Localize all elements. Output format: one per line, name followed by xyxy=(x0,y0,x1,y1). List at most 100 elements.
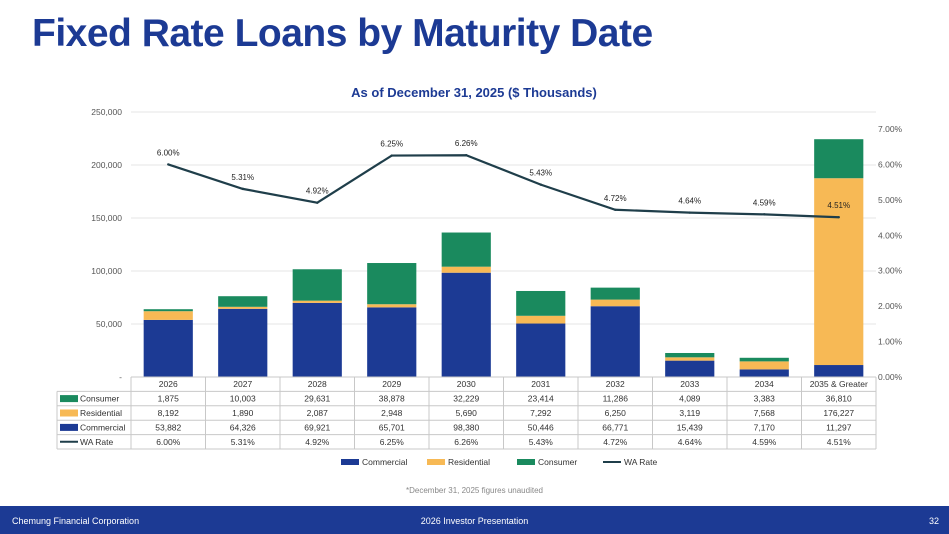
legend-label: Commercial xyxy=(362,457,407,467)
wa-rate-point xyxy=(167,163,170,166)
table-header-category: 2028 xyxy=(308,379,327,389)
bar-consumer xyxy=(218,296,268,307)
y-right-tick-label: 5.00% xyxy=(878,195,903,205)
y-left-tick-label: 150,000 xyxy=(91,213,122,223)
table-cell: 2,087 xyxy=(307,408,329,418)
legend-label: Residential xyxy=(448,457,490,467)
wa-rate-data-label: 5.31% xyxy=(231,173,254,182)
y-right-tick-label: 0.00% xyxy=(878,372,903,382)
table-cell: 98,380 xyxy=(453,422,479,432)
table-cell: 6,250 xyxy=(605,408,627,418)
footer-company: Chemung Financial Corporation xyxy=(12,516,140,526)
bar-commercial xyxy=(516,323,566,377)
table-cell: 11,297 xyxy=(826,422,852,432)
table-cell: 53,882 xyxy=(155,422,181,432)
table-header-category: 2034 xyxy=(755,379,774,389)
y-left-tick-label: 250,000 xyxy=(91,107,122,117)
table-header-category: 2027 xyxy=(233,379,252,389)
table-cell: 29,631 xyxy=(304,394,330,404)
table-row-label: Residential xyxy=(80,408,122,418)
table-cell: 23,414 xyxy=(528,394,554,404)
table-header-category: 2031 xyxy=(531,379,550,389)
table-cell: 6.26% xyxy=(454,437,479,447)
y-right-tick-label: 7.00% xyxy=(878,124,903,134)
wa-rate-point xyxy=(688,211,691,214)
table-cell: 65,701 xyxy=(379,422,405,432)
wa-rate-data-label: 5.43% xyxy=(529,169,552,178)
bar-commercial xyxy=(739,369,789,377)
bar-residential xyxy=(218,306,268,309)
table-row-label: Consumer xyxy=(80,394,119,404)
bar-consumer xyxy=(665,352,715,358)
legend-key-commercial xyxy=(341,459,359,465)
wa-rate-point xyxy=(390,154,393,157)
y-right-tick-label: 1.00% xyxy=(878,337,903,347)
table-cell: 69,921 xyxy=(304,422,330,432)
bar-consumer xyxy=(441,232,491,267)
table-header-category: 2030 xyxy=(457,379,476,389)
table-cell: 2,948 xyxy=(381,408,403,418)
table-legend-key-consumer xyxy=(60,395,78,403)
table-header-category: 2029 xyxy=(382,379,401,389)
table-cell: 36,810 xyxy=(826,394,852,404)
bar-consumer xyxy=(367,263,417,305)
wa-rate-point xyxy=(539,183,542,186)
wa-rate-point xyxy=(763,213,766,216)
table-cell: 64,326 xyxy=(230,422,256,432)
table-header-category: 2035 & Greater xyxy=(810,379,868,389)
footer-bar: Chemung Financial Corporation 2026 Inves… xyxy=(0,506,949,534)
table-cell: 4.64% xyxy=(678,437,703,447)
wa-rate-data-label: 4.59% xyxy=(753,198,776,207)
bar-residential xyxy=(292,300,342,303)
wa-rate-point xyxy=(465,154,468,157)
y-left-tick-label: 50,000 xyxy=(96,319,122,329)
table-cell: 38,878 xyxy=(379,394,405,404)
wa-rate-point xyxy=(241,187,244,191)
bar-commercial xyxy=(367,307,417,377)
table-cell: 7,292 xyxy=(530,408,552,418)
table-cell: 4,089 xyxy=(679,394,701,404)
footnote: *December 31, 2025 figures unaudited xyxy=(406,486,543,495)
table-cell: 7,170 xyxy=(754,422,776,432)
table-cell: 4.72% xyxy=(603,437,628,447)
table-cell: 32,229 xyxy=(453,394,479,404)
table-cell: 1,890 xyxy=(232,408,254,418)
bar-residential xyxy=(739,361,789,370)
table-cell: 6.00% xyxy=(156,437,181,447)
table-cell: 8,192 xyxy=(158,408,180,418)
wa-rate-data-label: 6.00% xyxy=(157,148,180,157)
legend-key-consumer xyxy=(517,459,535,465)
wa-rate-data-label: 4.64% xyxy=(678,197,701,206)
wa-rate-line: 6.00% 5.31% 4.92% 6.25% 6.26% 5.43% 4.72% 4.64%… xyxy=(157,139,850,219)
bar-commercial xyxy=(292,302,342,377)
y-right-tick-label: 2.00% xyxy=(878,301,903,311)
table-legend-key-residential xyxy=(60,409,78,417)
bar-commercial xyxy=(143,319,193,377)
table-cell: 5.43% xyxy=(529,437,554,447)
wa-rate-point xyxy=(316,201,319,204)
table-cell: 5.31% xyxy=(231,437,256,447)
bar-consumer xyxy=(590,287,640,300)
table-cell: 3,383 xyxy=(754,394,776,404)
bar-commercial xyxy=(441,272,491,377)
wa-rate-data-label: 4.72% xyxy=(604,194,627,203)
table-cell: 1,875 xyxy=(158,394,180,404)
table-row-label: WA Rate xyxy=(80,437,113,447)
legend-label: WA Rate xyxy=(624,457,657,467)
legend-key-residential xyxy=(427,459,445,465)
page-title: Fixed Rate Loans by Maturity Date xyxy=(32,12,653,55)
table-cell: 4.59% xyxy=(752,437,777,447)
data-table: 2026 2027 2028 2029 2030 2031 2032 2033 2034 2035… xyxy=(56,376,877,450)
wa-rate-data-label: 6.25% xyxy=(380,140,403,149)
table-header-category: 2033 xyxy=(680,379,699,389)
table-cell: 4.51% xyxy=(827,437,852,447)
table-cell: 6.25% xyxy=(380,437,405,447)
wa-rate-data-label: 6.26% xyxy=(455,139,478,148)
bar-consumer xyxy=(292,269,342,301)
y-left-tick-label: 200,000 xyxy=(91,160,122,170)
wa-rate-series-line xyxy=(167,154,839,219)
bar-consumer xyxy=(516,290,566,316)
table-cell: 11,286 xyxy=(603,394,629,404)
legend-label: Consumer xyxy=(538,457,577,467)
table-cell: 15,439 xyxy=(677,422,703,432)
